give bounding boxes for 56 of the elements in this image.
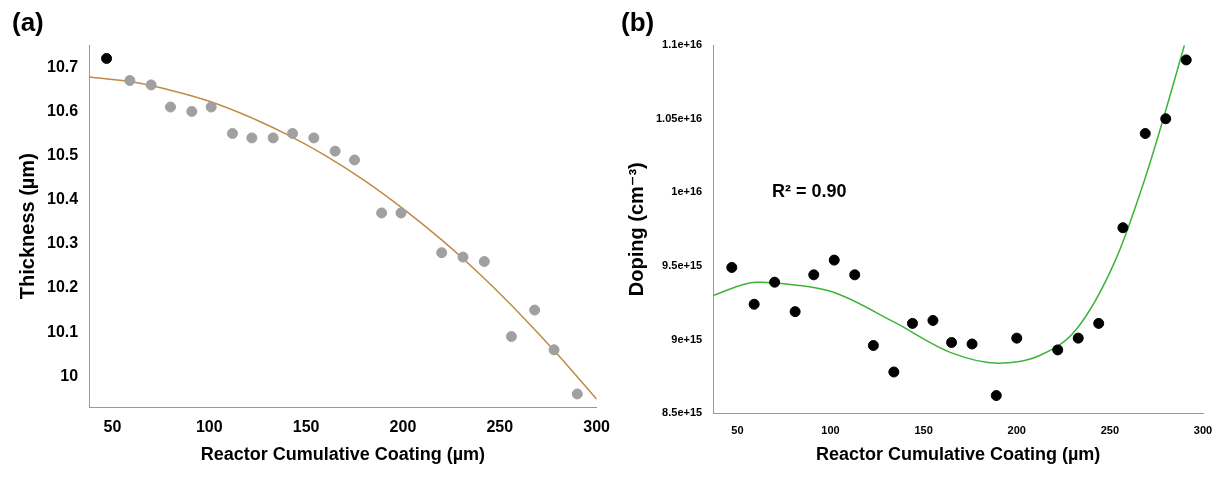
y-tick-label: 10.2 [47,278,79,296]
x-tick-label: 150 [914,423,933,436]
x-tick-label: 200 [1007,423,1026,436]
y-tick-label: 1.05e+16 [656,111,703,124]
y-tick-label: 10.5 [47,145,79,163]
point [287,127,299,139]
y-tick-label: 8.5e+15 [662,406,703,419]
y-tick-label: 10.3 [47,234,79,252]
point [436,247,448,259]
point [571,388,583,400]
point [395,207,407,219]
annotation: R² = 0.90 [771,181,847,202]
point [226,127,238,139]
chart-title: (b) [621,6,655,37]
point [376,207,388,219]
point [329,145,341,157]
point [124,75,136,87]
x-tick-label: 150 [292,418,320,436]
y-tick-label: 10.1 [47,322,79,340]
x-tick-label: 300 [1193,423,1213,436]
x-tick-label: 50 [731,423,744,436]
point [246,132,258,144]
y-tick-label: 9e+15 [671,332,703,345]
line-series [89,76,597,400]
y-axis-title: Thickness (µm) [15,153,38,300]
point [145,79,157,91]
x-axis-title: Reactor Cumulative Coating (µm) [815,444,1101,465]
x-tick-label: 100 [821,423,840,436]
point [548,344,560,356]
y-axis-title: Doping (cm⁻³) [624,162,647,297]
chart-title: (a) [12,6,44,37]
y-tick-label: 10.7 [47,57,79,75]
point [205,101,217,113]
point [267,132,279,144]
point [101,52,113,64]
x-tick-label: 200 [389,418,417,436]
x-tick-label: 100 [195,418,223,436]
x-tick-label: 50 [103,418,122,436]
point [505,331,517,343]
point [186,105,198,117]
point [165,101,176,113]
y-tick-label: 9.5e+15 [662,259,703,272]
x-tick-label: 250 [486,418,514,436]
y-tick-label: 10.4 [47,190,79,208]
point [478,256,490,268]
x-axis-title: Reactor Cumulative Coating (µm) [200,444,486,465]
point [349,154,361,166]
x-tick-label: 300 [583,418,611,436]
point [457,251,469,263]
point [308,132,320,144]
y-tick-label: 10 [60,366,79,384]
point [529,304,541,316]
y-tick-label: 10.6 [47,101,79,119]
y-tick-label: 1e+16 [671,185,703,198]
x-tick-label: 250 [1100,423,1120,436]
y-tick-label: 1.1e+16 [662,38,703,51]
